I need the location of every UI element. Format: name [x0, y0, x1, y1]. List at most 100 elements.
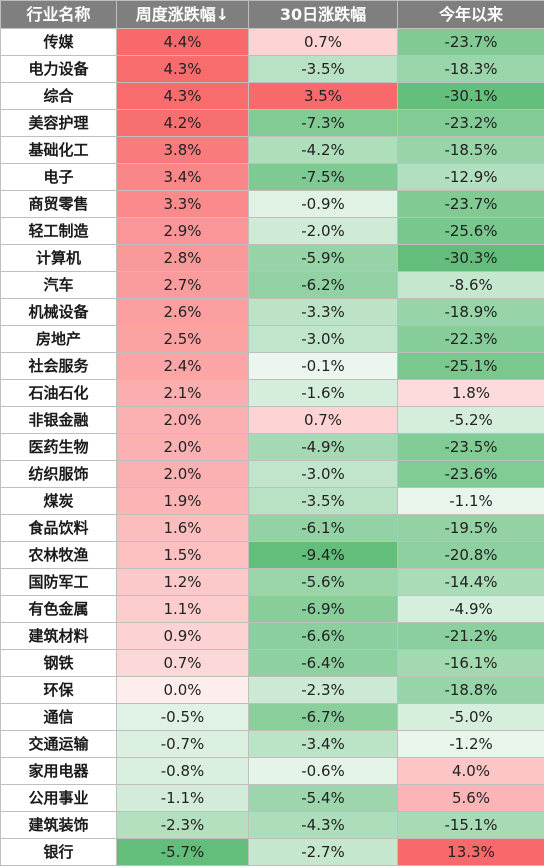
ytd-change-cell: -19.5% — [398, 515, 544, 542]
industry-name-cell: 房地产 — [1, 326, 117, 353]
table-header: 行业名称 周度涨跌幅↓ 30日涨跌幅 今年以来 — [1, 1, 544, 29]
weekly-change-cell: 3.8% — [117, 137, 249, 164]
ytd-change-cell: -4.9% — [398, 596, 544, 623]
ytd-change-cell: -1.1% — [398, 488, 544, 515]
ytd-change-cell: -8.6% — [398, 272, 544, 299]
weekly-change-cell: 3.4% — [117, 164, 249, 191]
weekly-change-cell: 2.8% — [117, 245, 249, 272]
industry-name-cell: 计算机 — [1, 245, 117, 272]
d30-change-cell: -2.0% — [249, 218, 398, 245]
weekly-change-cell: 2.1% — [117, 380, 249, 407]
industry-name-cell: 社会服务 — [1, 353, 117, 380]
d30-change-cell: -6.2% — [249, 272, 398, 299]
d30-change-cell: -4.2% — [249, 137, 398, 164]
weekly-change-cell: 0.9% — [117, 623, 249, 650]
ytd-change-cell: -30.1% — [398, 83, 544, 110]
industry-name-cell: 传媒 — [1, 29, 117, 56]
ytd-change-cell: -18.5% — [398, 137, 544, 164]
weekly-change-cell: 2.4% — [117, 353, 249, 380]
ytd-change-cell: -1.2% — [398, 731, 544, 758]
industry-name-cell: 电力设备 — [1, 56, 117, 83]
weekly-change-cell: 4.3% — [117, 56, 249, 83]
header-ytd-change[interactable]: 今年以来 — [398, 1, 544, 29]
ytd-change-cell: 4.0% — [398, 758, 544, 785]
weekly-change-cell: 4.3% — [117, 83, 249, 110]
weekly-change-cell: -0.5% — [117, 704, 249, 731]
d30-change-cell: -5.4% — [249, 785, 398, 812]
industry-name-cell: 电子 — [1, 164, 117, 191]
weekly-change-cell: 1.1% — [117, 596, 249, 623]
industry-name-cell: 机械设备 — [1, 299, 117, 326]
weekly-change-cell: 4.4% — [117, 29, 249, 56]
industry-name-cell: 基础化工 — [1, 137, 117, 164]
d30-change-cell: 0.7% — [249, 29, 398, 56]
header-30d-change[interactable]: 30日涨跌幅 — [249, 1, 398, 29]
d30-change-cell: -6.7% — [249, 704, 398, 731]
d30-change-cell: -7.3% — [249, 110, 398, 137]
industry-name-cell: 食品饮料 — [1, 515, 117, 542]
d30-change-cell: -3.5% — [249, 56, 398, 83]
industry-name-cell: 轻工制造 — [1, 218, 117, 245]
industry-name-cell: 建筑装饰 — [1, 812, 117, 839]
ytd-change-cell: -21.2% — [398, 623, 544, 650]
d30-change-cell: -0.9% — [249, 191, 398, 218]
weekly-change-cell: 0.7% — [117, 650, 249, 677]
industry-name-cell: 公用事业 — [1, 785, 117, 812]
weekly-change-cell: 1.2% — [117, 569, 249, 596]
industry-name-cell: 纺织服饰 — [1, 461, 117, 488]
ytd-change-cell: -30.3% — [398, 245, 544, 272]
weekly-change-cell: 1.6% — [117, 515, 249, 542]
weekly-change-cell: 4.2% — [117, 110, 249, 137]
weekly-change-cell: 2.0% — [117, 407, 249, 434]
d30-change-cell: -4.9% — [249, 434, 398, 461]
d30-change-cell: -3.0% — [249, 326, 398, 353]
weekly-change-cell: -2.3% — [117, 812, 249, 839]
ytd-change-cell: -18.8% — [398, 677, 544, 704]
table-row: 通信-0.5%-6.7%-5.0% — [1, 704, 544, 731]
ytd-change-cell: -18.3% — [398, 56, 544, 83]
weekly-change-cell: -0.8% — [117, 758, 249, 785]
ytd-change-cell: 13.3% — [398, 839, 544, 866]
ytd-change-cell: -23.7% — [398, 191, 544, 218]
ytd-change-cell: 5.6% — [398, 785, 544, 812]
ytd-change-cell: -14.4% — [398, 569, 544, 596]
d30-change-cell: -3.3% — [249, 299, 398, 326]
ytd-change-cell: -23.5% — [398, 434, 544, 461]
industry-name-cell: 建筑材料 — [1, 623, 117, 650]
weekly-change-cell: -0.7% — [117, 731, 249, 758]
d30-change-cell: -2.7% — [249, 839, 398, 866]
weekly-change-cell: 2.9% — [117, 218, 249, 245]
ytd-change-cell: -15.1% — [398, 812, 544, 839]
ytd-change-cell: -25.6% — [398, 218, 544, 245]
ytd-change-cell: -12.9% — [398, 164, 544, 191]
d30-change-cell: -3.4% — [249, 731, 398, 758]
industry-name-cell: 交通运输 — [1, 731, 117, 758]
weekly-change-cell: 2.7% — [117, 272, 249, 299]
ytd-change-cell: -5.0% — [398, 704, 544, 731]
industry-name-cell: 医药生物 — [1, 434, 117, 461]
ytd-change-cell: -22.3% — [398, 326, 544, 353]
weekly-change-cell: 2.0% — [117, 434, 249, 461]
header-industry-name[interactable]: 行业名称 — [1, 1, 117, 29]
industry-name-cell: 有色金属 — [1, 596, 117, 623]
weekly-change-cell: 1.5% — [117, 542, 249, 569]
d30-change-cell: -0.1% — [249, 353, 398, 380]
header-weekly-change[interactable]: 周度涨跌幅↓ — [117, 1, 249, 29]
weekly-change-cell: 0.0% — [117, 677, 249, 704]
industry-name-cell: 非银金融 — [1, 407, 117, 434]
